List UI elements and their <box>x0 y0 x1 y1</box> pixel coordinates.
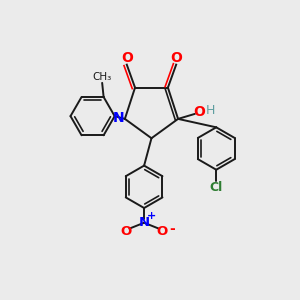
Text: Cl: Cl <box>210 182 223 194</box>
Text: O: O <box>193 105 205 119</box>
Text: -: - <box>169 222 175 236</box>
Text: O: O <box>121 51 133 65</box>
Text: O: O <box>120 225 131 238</box>
Text: +: + <box>147 211 156 221</box>
Text: H: H <box>206 104 215 117</box>
Text: CH₃: CH₃ <box>92 72 112 82</box>
Text: N: N <box>112 111 124 125</box>
Text: N: N <box>139 216 150 229</box>
Text: O: O <box>170 51 182 65</box>
Text: O: O <box>157 225 168 238</box>
